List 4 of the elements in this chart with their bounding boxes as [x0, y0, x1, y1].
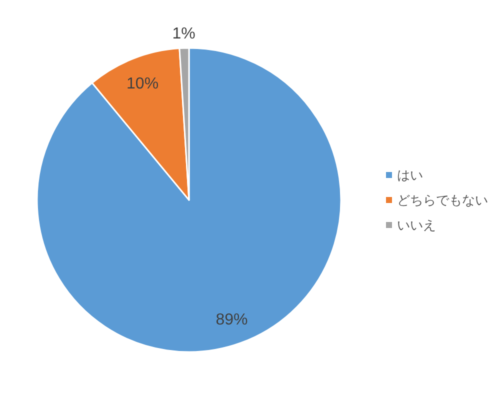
legend-label: どちらでもない: [397, 192, 488, 208]
legend: はい どちらでもない いいえ: [386, 168, 488, 232]
legend-label: いいえ: [397, 218, 436, 232]
legend-label: はい: [397, 168, 423, 182]
